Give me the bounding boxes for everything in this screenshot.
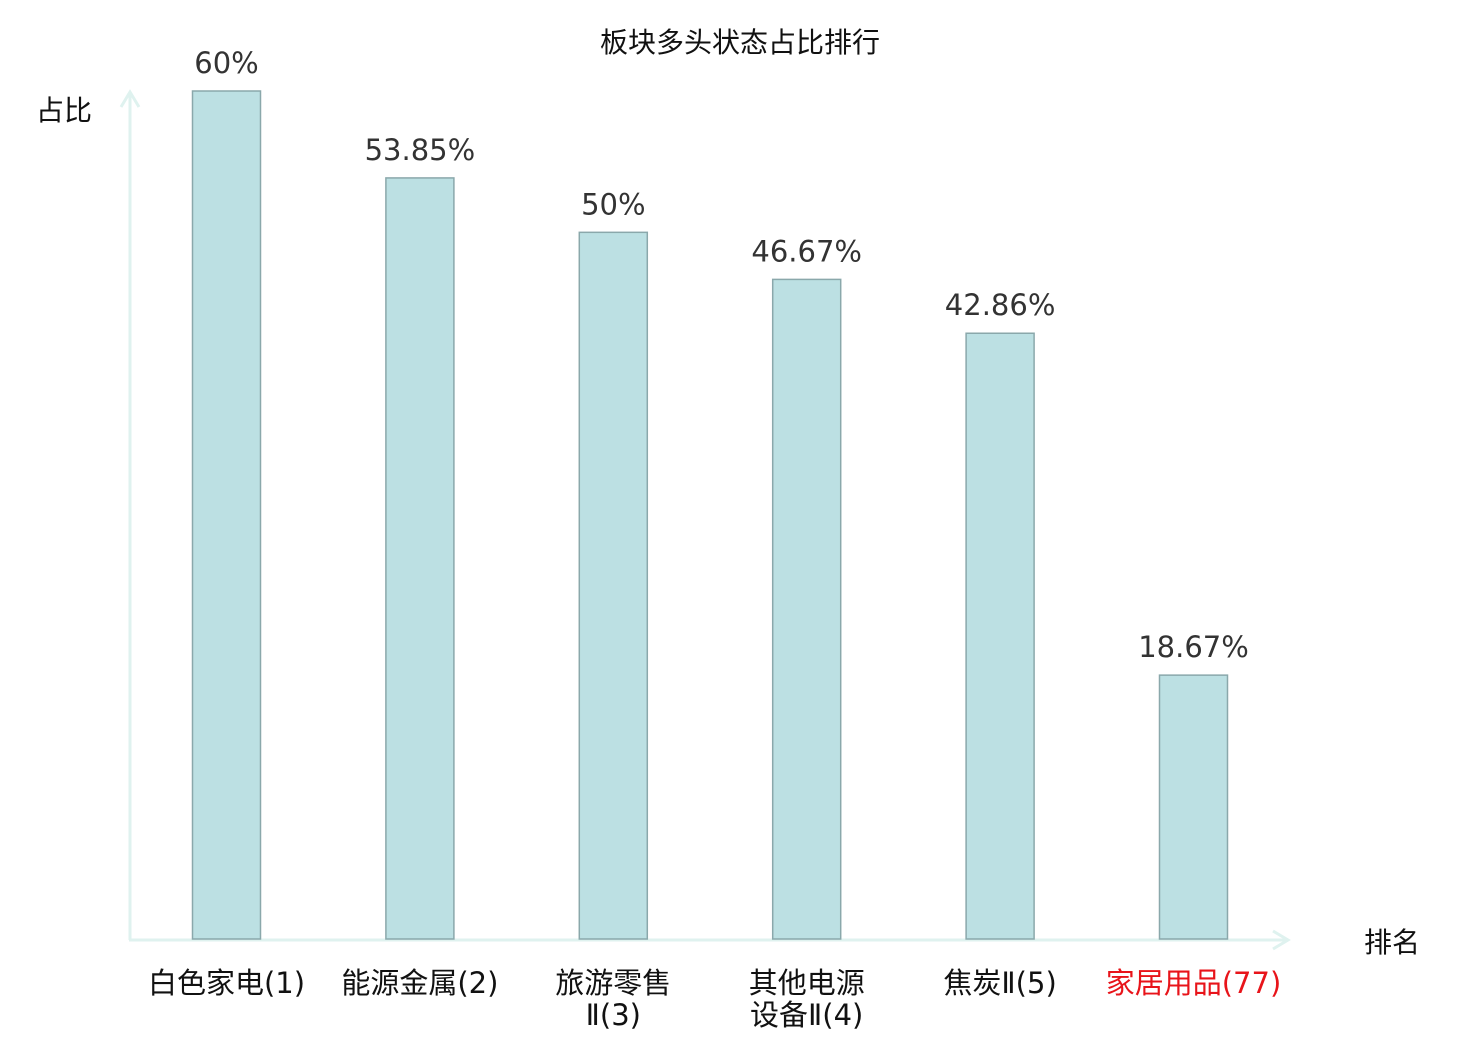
value-label: 60% <box>194 46 258 80</box>
x-tick-label: 白色家电(1) <box>148 966 305 1000</box>
value-label: 42.86% <box>945 288 1056 322</box>
x-tick-label: Ⅱ(3) <box>586 998 641 1032</box>
x-tick-label: 旅游零售 <box>555 966 671 1000</box>
axes <box>119 89 1291 951</box>
bar <box>191 90 262 940</box>
value-label: 46.67% <box>751 234 862 268</box>
value-label: 50% <box>581 187 645 221</box>
x-tick-label: 焦炭Ⅱ(5) <box>943 966 1056 1000</box>
chart-title: 板块多头状态占比排行 <box>600 26 880 59</box>
x-axis-arrow-icon <box>1272 929 1291 951</box>
x-tick-label: 能源金属(2) <box>341 966 498 1000</box>
value-label: 18.67% <box>1138 630 1249 664</box>
bar <box>578 231 649 940</box>
bar <box>965 332 1035 940</box>
y-axis-arrow-icon <box>119 89 141 108</box>
x-tick-label: 其他电源 <box>749 966 865 1000</box>
value-label: 53.85% <box>365 133 476 167</box>
y-axis-label: 占比 <box>36 94 92 127</box>
x-tick-label: 家居用品(77) <box>1106 966 1282 1000</box>
bar <box>385 177 455 940</box>
x-tick-label: 设备Ⅱ(4) <box>750 998 863 1032</box>
bar <box>1158 674 1229 940</box>
x-axis-label: 排名 <box>1364 926 1420 959</box>
bar <box>771 278 842 940</box>
